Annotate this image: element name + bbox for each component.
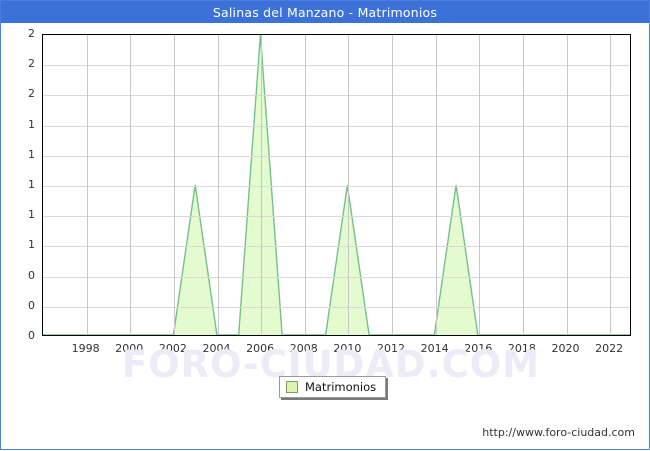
y-axis-tick-label: 1	[28, 178, 35, 191]
y-axis-tick-label: 2	[28, 87, 35, 101]
page-title-text: Salinas del Manzano - Matrimonios	[212, 4, 438, 20]
x-axis-tick-label: 2022	[595, 342, 624, 355]
y-axis-tick-label: 0	[28, 268, 35, 282]
gridline-horizontal	[43, 277, 630, 278]
x-axis-tick-label: 2020	[551, 342, 580, 355]
page-title: Salinas del Manzano - Matrimonios	[1, 1, 649, 23]
gridline-horizontal	[43, 246, 630, 247]
x-axis-tick-label: 2002	[158, 342, 187, 355]
gridline-horizontal	[43, 126, 630, 127]
gridline-vertical	[218, 35, 219, 335]
gridline-horizontal	[43, 216, 630, 217]
gridline-vertical	[392, 35, 393, 335]
gridline-vertical	[348, 35, 349, 335]
y-axis-tick-label: 0	[28, 329, 35, 342]
gridline-horizontal	[43, 186, 630, 187]
x-axis-tick-label: 2000	[115, 342, 144, 355]
x-axis-tick-label: 2018	[507, 342, 536, 355]
series-matrimonios	[43, 35, 630, 335]
area-outline	[43, 35, 630, 335]
gridline-vertical	[305, 35, 306, 335]
x-axis-tick-label: 2008	[289, 342, 318, 355]
y-axis-tick-label: 0	[28, 298, 35, 312]
legend-swatch-matrimonios	[286, 381, 298, 393]
gridline-vertical	[479, 35, 480, 335]
x-axis-tick-label: 2014	[420, 342, 449, 355]
y-axis-tick-label: 1	[28, 117, 35, 131]
gridline-vertical	[610, 35, 611, 335]
area-polygon	[43, 35, 630, 335]
y-axis: 0 0 0 1 1 1 1 1 2 2 2	[1, 1, 39, 451]
x-axis-tick-label: 2012	[377, 342, 406, 355]
gridline-vertical	[130, 35, 131, 335]
gridline-horizontal	[43, 156, 630, 157]
gridline-vertical	[87, 35, 88, 335]
gridline-vertical	[567, 35, 568, 335]
y-axis-tick-label: 1	[28, 147, 35, 161]
y-axis-tick-label: 2	[28, 27, 35, 40]
x-axis-tick-label: 2006	[246, 342, 275, 355]
footer-source-url: http://www.foro-ciudad.com	[482, 426, 635, 439]
y-axis-tick-label: 1	[28, 208, 35, 222]
gridline-vertical	[174, 35, 175, 335]
x-axis-tick-label: 2016	[464, 342, 493, 355]
x-axis: 1998 2000 2002 2004 2006 2008 2010 2012 2014 2016…	[1, 342, 650, 362]
gridline-horizontal	[43, 65, 630, 66]
gridline-vertical	[436, 35, 437, 335]
y-axis-tick-label: 2	[28, 57, 35, 71]
x-axis-tick-label: 2004	[202, 342, 231, 355]
plot-area	[42, 34, 631, 336]
gridline-vertical	[261, 35, 262, 335]
chart-legend[interactable]: Matrimonios	[279, 376, 387, 398]
x-axis-tick-label: 2010	[333, 342, 362, 355]
gridline-horizontal	[43, 95, 630, 96]
x-axis-tick-label: 1998	[71, 342, 100, 355]
gridline-horizontal	[43, 307, 630, 308]
gridline-vertical	[523, 35, 524, 335]
legend-label-matrimonios: Matrimonios	[305, 380, 377, 394]
y-axis-tick-label: 1	[28, 238, 35, 252]
